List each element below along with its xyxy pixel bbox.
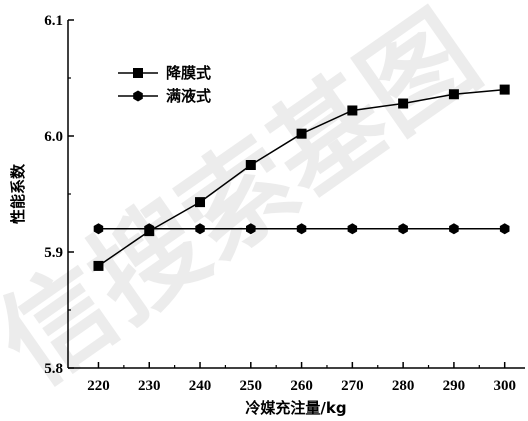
data-point-square [398, 98, 409, 109]
x-tick-label: 270 [341, 378, 364, 394]
x-tick-label: 290 [443, 378, 466, 394]
x-axis-title: 冷媒充注量/kg [245, 399, 346, 417]
y-tick-label: 5.8 [44, 361, 63, 377]
data-point-hexagon [449, 223, 459, 235]
data-point-hexagon [144, 223, 154, 235]
y-tick-label: 5.9 [44, 245, 63, 261]
watermark: 信搜索基图 [0, 0, 500, 409]
legend-label-series-1: 降膜式 [166, 64, 211, 82]
x-tick-label: 280 [392, 378, 415, 394]
data-point-hexagon [246, 223, 256, 235]
data-point-square [448, 89, 459, 100]
data-point-hexagon [347, 223, 358, 235]
data-point-hexagon [93, 223, 104, 235]
x-tick-label: 260 [290, 378, 313, 394]
y-tick-label: 6.1 [44, 13, 63, 29]
y-tick-label: 6.0 [44, 129, 63, 145]
legend-hexagon-marker [133, 90, 143, 102]
data-point-square [93, 260, 104, 271]
legend-label-series-2: 满液式 [166, 87, 211, 105]
data-point-square [296, 128, 307, 139]
y-ticks: 5.8 5.9 6.0 6.1 [44, 13, 74, 377]
legend-square-marker [133, 68, 143, 78]
x-tick-label: 230 [138, 378, 161, 394]
data-point-square [245, 160, 256, 170]
data-point-hexagon [195, 223, 205, 235]
x-tick-label: 240 [189, 378, 212, 394]
data-point-square [499, 84, 510, 95]
series-layer [93, 84, 510, 271]
data-point-square [347, 105, 358, 116]
x-ticks: 220 230 240 250 260 270 280 290 300 [87, 362, 516, 394]
data-point-hexagon [296, 223, 307, 235]
legend-item-series-1: 降膜式 [118, 64, 211, 82]
x-tick-label: 300 [493, 378, 516, 394]
plot-area: 5.8 5.9 6.0 6.1 220 230 240 250 260 270 280 290 300 [44, 13, 525, 394]
x-tick-label: 220 [87, 378, 110, 394]
data-point-hexagon [398, 223, 408, 235]
legend: 降膜式 满液式 [118, 64, 211, 105]
y-axis-title: 性能系数 [9, 163, 27, 224]
data-point-square [195, 197, 206, 208]
data-point-hexagon [499, 223, 510, 235]
legend-item-series-2: 满液式 [118, 87, 211, 105]
x-tick-label: 250 [240, 378, 263, 394]
